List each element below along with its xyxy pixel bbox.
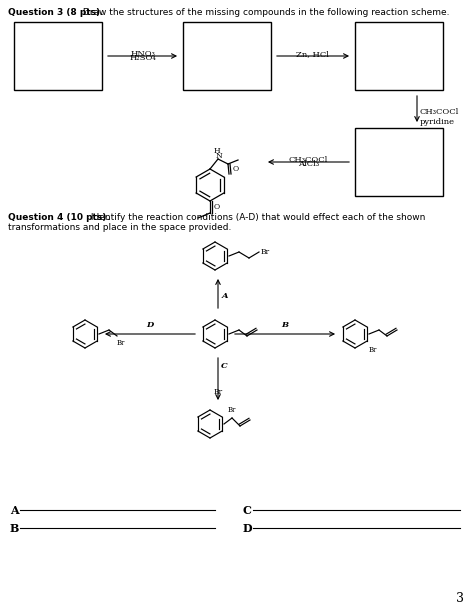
- Text: B: B: [10, 523, 19, 533]
- Text: Question 3 (8 pts).: Question 3 (8 pts).: [8, 8, 103, 17]
- Text: Identify the reaction conditions (A-D) that would effect each of the shown: Identify the reaction conditions (A-D) t…: [88, 213, 425, 222]
- Text: HNO₃: HNO₃: [130, 50, 155, 58]
- Text: H₂SO₄: H₂SO₄: [129, 54, 156, 62]
- Text: O: O: [214, 203, 220, 211]
- Text: pyridine: pyridine: [420, 118, 455, 126]
- Text: A: A: [222, 292, 228, 300]
- Text: Br: Br: [261, 248, 270, 256]
- Text: Br: Br: [228, 406, 236, 414]
- Text: CH₃COCl: CH₃COCl: [289, 156, 328, 164]
- Text: H: H: [214, 147, 220, 155]
- Text: B: B: [282, 321, 289, 329]
- Text: D: D: [243, 523, 253, 533]
- Text: Question 4 (10 pts).: Question 4 (10 pts).: [8, 213, 110, 222]
- Text: AlCl₃: AlCl₃: [298, 160, 319, 168]
- Text: N: N: [216, 152, 222, 160]
- Text: transformations and place in the space provided.: transformations and place in the space p…: [8, 223, 231, 232]
- Bar: [183, 22, 271, 90]
- Text: Draw the structures of the missing compounds in the following reaction scheme.: Draw the structures of the missing compo…: [80, 8, 449, 17]
- Bar: [355, 128, 443, 196]
- Text: Br: Br: [213, 388, 223, 396]
- Text: Br: Br: [369, 346, 377, 354]
- Text: Br: Br: [117, 339, 126, 347]
- Bar: [355, 22, 443, 90]
- Text: A: A: [10, 504, 18, 515]
- Text: CH₃COCl: CH₃COCl: [420, 108, 459, 116]
- Text: O: O: [233, 165, 239, 173]
- Text: Zn, HCl: Zn, HCl: [297, 50, 329, 58]
- Text: C: C: [243, 504, 252, 515]
- Bar: [14, 22, 102, 90]
- Text: C: C: [221, 362, 228, 370]
- Text: 3: 3: [456, 592, 464, 605]
- Text: D: D: [146, 321, 154, 329]
